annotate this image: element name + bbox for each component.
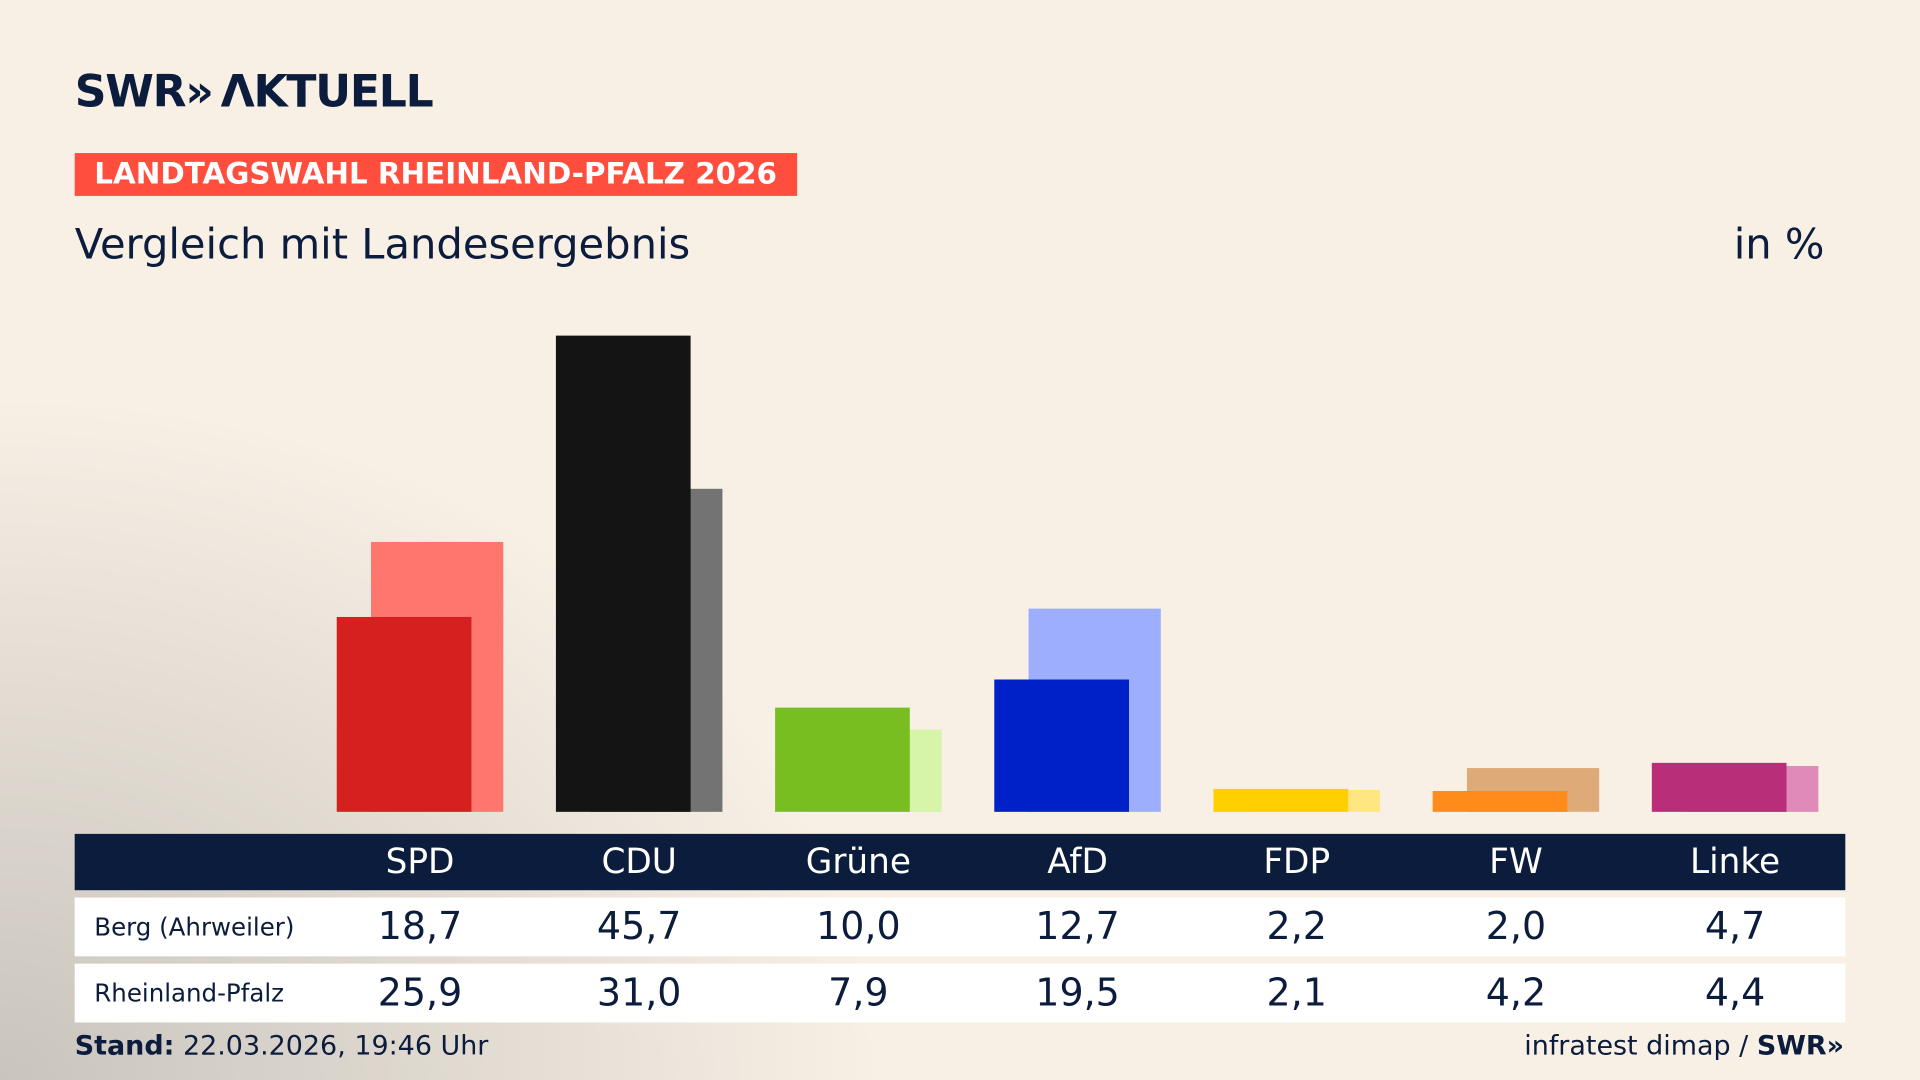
value-cell: 19,5 [1035,971,1120,1016]
table-header: SPD CDU Grüne AfD FDP FW Linke [74,833,1846,891]
value-cell: 2,2 [1266,904,1327,949]
value-cell: 4,2 [1485,971,1547,1016]
value-cell: 25,9 [377,971,463,1016]
table-row: Rheinland-Pfalz 25,9 31,0 7,9 19,5 2,1 4,2 4,4 [74,963,1846,1023]
bar-cdu-berg [555,335,691,812]
value-cell: 4,7 [1704,904,1766,949]
timestamp: Stand: 22.03.2026, 19:46 Uhr [75,1031,489,1062]
source: infratest dimap / SWR» [1524,1031,1844,1062]
value-cell: 4,4 [1704,971,1766,1016]
stand-label: Stand: [74,1031,175,1062]
value-cell: 12,7 [1035,904,1120,949]
party-label: FDP [1263,841,1331,882]
party-label: AfD [1047,841,1108,882]
value-cell: 10,0 [816,904,901,949]
value-cell: 2,0 [1485,904,1547,949]
value-cell: 18,7 [377,904,463,949]
bar-spd-berg [336,616,472,812]
bar-linke-berg [1651,762,1787,812]
bar-fdp-berg [1213,788,1349,812]
unit-label: in % [1733,220,1825,270]
bar-fw-berg [1432,790,1568,812]
kicker-badge: LANDTAGSWAHL RHEINLAND-PFALZ 2026 [74,153,797,196]
bar-chart [336,335,1819,812]
value-cell: 7,9 [828,971,889,1016]
bar-grüne-berg [775,707,910,812]
table-row: Berg (Ahrweiler) 18,7 45,7 10,0 12,7 2,2 2,0 4,… [74,897,1846,957]
value-cell: 2,1 [1266,971,1327,1016]
swr-aktuell-logo: SWR» ΛKTUELL [74,67,434,118]
subtitle: Vergleich mit Landesergebnis [74,220,691,270]
swr-logo: SWR» [1756,1031,1845,1062]
party-label: FW [1489,841,1543,882]
row-label: Rheinland-Pfalz [94,978,284,1008]
bar-afd-berg [994,679,1129,812]
party-label: CDU [601,841,677,882]
value-cell: 31,0 [596,971,682,1016]
stand-value: 22.03.2026, 19:46 Uhr [174,1031,489,1062]
party-label: SPD [385,841,455,882]
source-text: infratest dimap / [1524,1031,1757,1062]
row-label: Berg (Ahrweiler) [94,912,295,942]
party-label: Grüne [805,841,911,882]
party-label: Linke [1690,841,1781,882]
value-cell: 45,7 [596,904,682,949]
results-table: SPD CDU Grüne AfD FDP FW Linke Berg (Ahrweiler… [74,833,1846,1023]
